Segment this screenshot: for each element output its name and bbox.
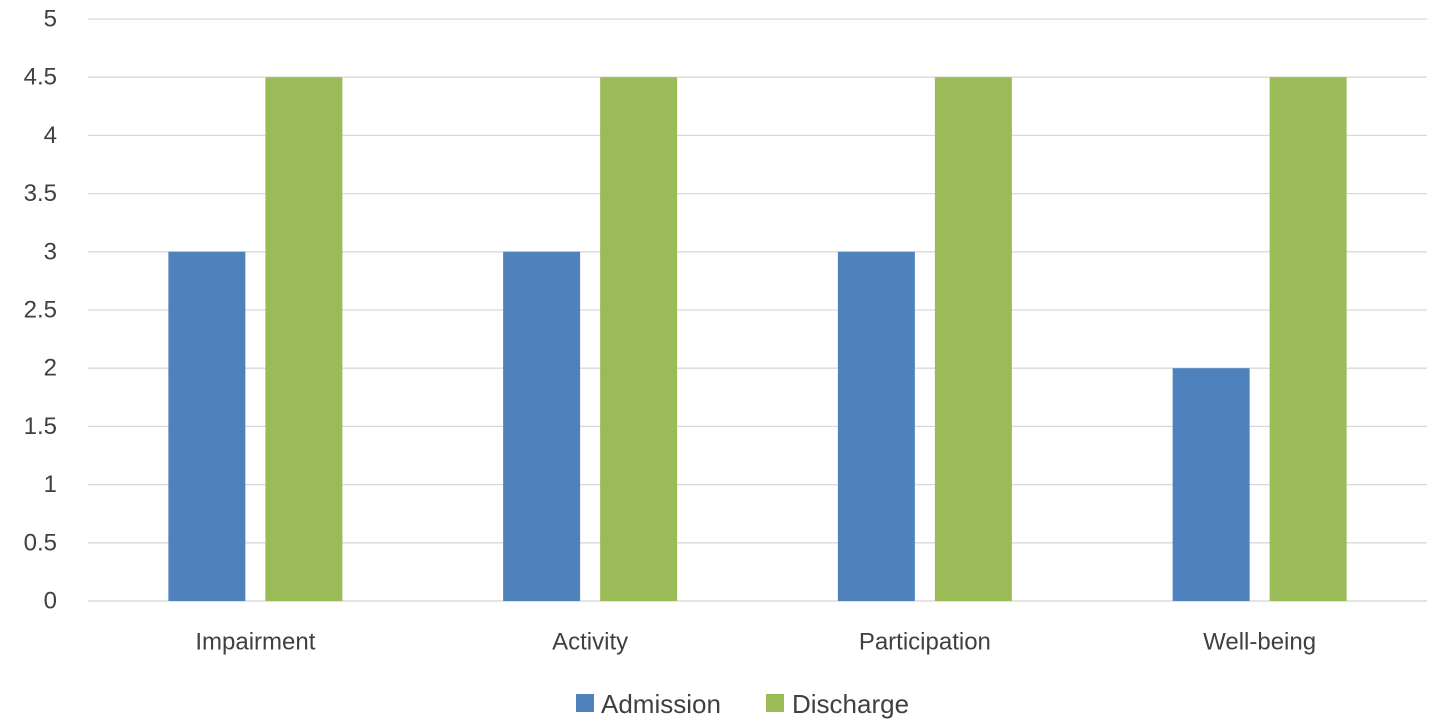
legend-swatch-admission: [576, 694, 594, 712]
bar-admission-impairment: [168, 251, 246, 602]
legend-label-admission: Admission: [601, 689, 721, 719]
legend: Admission Discharge: [576, 689, 909, 719]
y-tick-label: 0: [44, 588, 57, 615]
y-tick-label: 5: [44, 6, 57, 33]
x-tick-label: Well-being: [1203, 629, 1316, 656]
legend-label-discharge: Discharge: [792, 689, 909, 719]
x-tick-label: Activity: [552, 629, 628, 656]
y-tick-label: 0.5: [24, 529, 57, 556]
bar-discharge-well-being: [1269, 77, 1347, 601]
bar-discharge-activity: [600, 77, 678, 601]
bars: [168, 77, 1347, 602]
bar-admission-well-being: [1172, 368, 1250, 601]
y-tick-label: 4.5: [24, 64, 57, 91]
x-tick-label: Impairment: [195, 629, 315, 656]
y-tick-label: 2: [44, 355, 57, 382]
bar-admission-activity: [503, 251, 581, 602]
x-axis-tick-labels: Impairment Activity Participation Well-bein…: [195, 629, 1316, 656]
y-tick-label: 1.5: [24, 413, 57, 440]
y-tick-label: 1: [44, 471, 57, 498]
bar-admission-participation: [837, 251, 915, 602]
bar-discharge-impairment: [265, 77, 343, 601]
bar-discharge-participation: [934, 77, 1012, 601]
y-tick-label: 4: [44, 122, 57, 149]
y-tick-label: 3: [44, 238, 57, 265]
legend-swatch-discharge: [766, 694, 784, 712]
y-tick-label: 3.5: [24, 180, 57, 207]
y-tick-label: 2.5: [24, 297, 57, 324]
x-tick-label: Participation: [859, 629, 991, 656]
y-axis-tick-labels: 0 0.5 1 1.5 2 2.5 3 3.5 4 4.5 5: [24, 6, 57, 615]
